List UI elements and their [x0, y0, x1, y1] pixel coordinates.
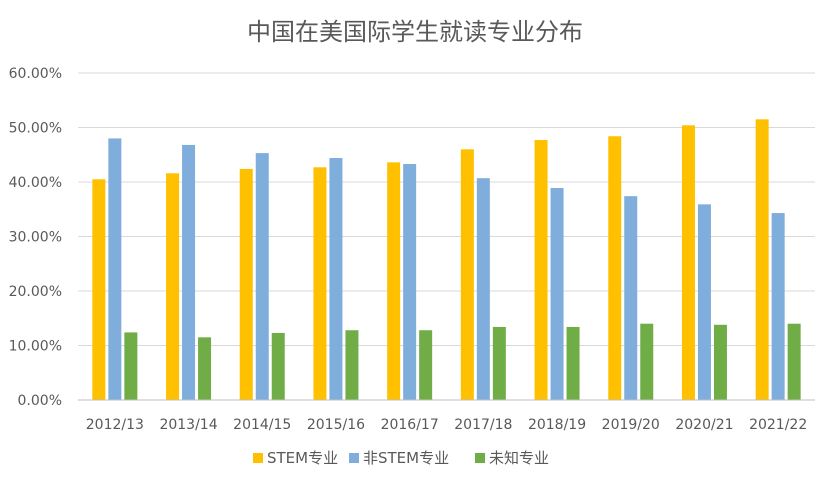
bar [198, 337, 212, 400]
bar [608, 136, 622, 400]
bar [624, 196, 638, 400]
bar [492, 326, 506, 400]
bar [460, 149, 474, 400]
y-tick-label: 40.00% [9, 175, 62, 191]
y-axis-ticks: 0.00% 10.00% 20.00% 30.00% 40.00% 50.00% 60.00… [9, 66, 62, 409]
bar [166, 173, 180, 400]
bar [92, 179, 106, 400]
y-tick-label: 0.00% [18, 393, 62, 409]
x-tick-label: 2015/16 [307, 417, 365, 433]
y-tick-label: 50.00% [9, 121, 62, 137]
bar [345, 330, 359, 400]
legend-label: STEM专业 [267, 449, 338, 467]
bar [681, 125, 695, 400]
x-tick-label: 2017/18 [454, 417, 512, 433]
bar [108, 138, 122, 400]
bar [550, 187, 564, 400]
bar [329, 158, 343, 400]
bar [771, 213, 785, 400]
x-tick-label: 2018/19 [528, 417, 586, 433]
bar [697, 204, 711, 400]
x-tick-label: 2019/20 [602, 417, 660, 433]
x-tick-label: 2021/22 [749, 417, 807, 433]
bar [403, 164, 417, 400]
legend-swatch [475, 453, 485, 463]
bar [271, 332, 285, 400]
bar [534, 140, 548, 400]
bar [713, 324, 727, 400]
bar [387, 162, 401, 400]
bar [640, 323, 654, 400]
bars [92, 119, 801, 400]
y-tick-label: 60.00% [9, 66, 62, 82]
chart-title: 中国在美国际学生就读专业分布 [247, 18, 583, 46]
legend-swatch [253, 453, 263, 463]
x-tick-label: 2020/21 [675, 417, 733, 433]
bar [313, 167, 327, 400]
x-tick-label: 2014/15 [233, 417, 291, 433]
bar [182, 144, 196, 400]
legend: STEM专业 非STEM专业 未知专业 [253, 449, 549, 467]
y-tick-label: 20.00% [9, 284, 62, 300]
bar [755, 119, 769, 400]
x-tick-label: 2016/17 [381, 417, 439, 433]
bar [476, 178, 490, 400]
bar [787, 323, 801, 400]
y-tick-label: 10.00% [9, 339, 62, 355]
legend-swatch [349, 453, 359, 463]
legend-label: 未知专业 [489, 449, 549, 467]
x-tick-label: 2013/14 [159, 417, 217, 433]
bar [239, 168, 253, 400]
bar [419, 330, 433, 400]
bar [124, 332, 138, 400]
x-axis-ticks: 2012/13 2013/14 2014/15 2015/16 2016/17 2017/… [86, 417, 807, 433]
bar [255, 153, 269, 400]
y-tick-label: 30.00% [9, 230, 62, 246]
legend-label: 非STEM专业 [363, 449, 449, 467]
bar [566, 326, 580, 400]
x-tick-label: 2012/13 [86, 417, 144, 433]
